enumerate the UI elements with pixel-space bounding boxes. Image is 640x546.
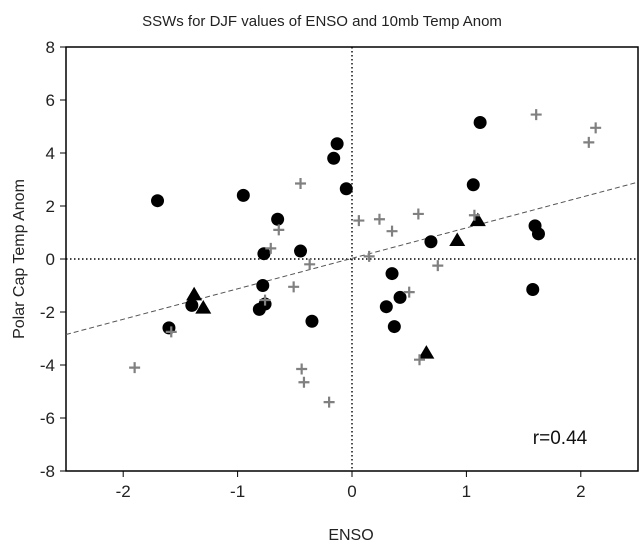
trend-line xyxy=(65,181,639,336)
plus-point xyxy=(295,177,307,189)
plus-point xyxy=(273,224,285,236)
circle-point xyxy=(327,151,341,165)
triangle-point xyxy=(449,232,466,247)
plus-point xyxy=(129,362,141,374)
plus-point xyxy=(363,250,375,262)
circle-point xyxy=(257,247,271,261)
x-tick-label: -2 xyxy=(116,482,131,501)
circle-point xyxy=(185,298,199,312)
plus-point xyxy=(583,136,595,148)
plus-point xyxy=(468,209,480,221)
circle-point xyxy=(236,188,250,202)
circle-point xyxy=(256,279,270,292)
y-tick-label: 4 xyxy=(46,144,55,163)
plus-point xyxy=(298,376,310,388)
y-tick-label: -8 xyxy=(40,462,55,481)
plus-point xyxy=(296,363,308,375)
plus-point xyxy=(412,208,424,220)
circle-point xyxy=(531,227,545,241)
triangle-point xyxy=(418,345,435,359)
plus-point xyxy=(590,122,602,134)
plus-point xyxy=(413,354,425,366)
plus-point xyxy=(259,294,271,306)
circle-point xyxy=(294,244,308,258)
circle-point xyxy=(393,290,407,304)
circle-point xyxy=(526,282,540,296)
plus-point xyxy=(265,242,277,254)
plot-area: -2 -1 0 1 2 -8 -6 -4 -2 0 2 4 6 8 xyxy=(40,38,639,501)
plus-point xyxy=(323,396,335,408)
plus-point xyxy=(403,286,415,298)
y-tick-label: -4 xyxy=(40,356,55,375)
triangle-point xyxy=(469,212,486,227)
plus-point xyxy=(530,109,542,121)
circle-point xyxy=(466,178,480,192)
x-tick-label: 1 xyxy=(462,482,471,501)
y-tick-label: 0 xyxy=(46,250,55,269)
plus-point xyxy=(353,215,365,227)
circle-point xyxy=(339,182,353,196)
circle-point xyxy=(330,137,344,151)
plus-point xyxy=(165,326,177,338)
circle-point xyxy=(271,212,285,226)
y-tick-label: 2 xyxy=(46,197,55,216)
chart-title: SSWs for DJF values of ENSO and 10mb Tem… xyxy=(142,13,502,30)
plus-point xyxy=(373,213,385,225)
circle-point xyxy=(473,116,487,130)
x-tick-label: -1 xyxy=(230,482,245,501)
plus-point xyxy=(288,281,300,293)
y-axis-label: Polar Cap Temp Anom xyxy=(11,179,28,339)
x-axis-label: ENSO xyxy=(328,527,373,544)
x-tick-label: 2 xyxy=(576,482,585,501)
circle-point xyxy=(305,314,319,328)
triangle-point xyxy=(195,300,212,314)
circle-point xyxy=(151,194,165,208)
circle-point xyxy=(424,235,438,249)
y-tick-label: 8 xyxy=(46,38,55,57)
y-tick-label: -6 xyxy=(40,409,55,428)
plus-point xyxy=(386,225,398,237)
x-tick-label: 0 xyxy=(347,482,356,501)
correlation-annotation: r=0.44 xyxy=(533,428,588,449)
triangle-point xyxy=(186,286,203,301)
circle-point xyxy=(387,320,401,334)
plus-point xyxy=(432,260,444,272)
circle-point xyxy=(252,302,266,316)
plus-point xyxy=(304,258,316,270)
circle-point xyxy=(379,300,393,314)
y-tick-label: -2 xyxy=(40,303,55,322)
circle-point xyxy=(385,267,399,281)
y-tick-label: 6 xyxy=(46,91,55,110)
